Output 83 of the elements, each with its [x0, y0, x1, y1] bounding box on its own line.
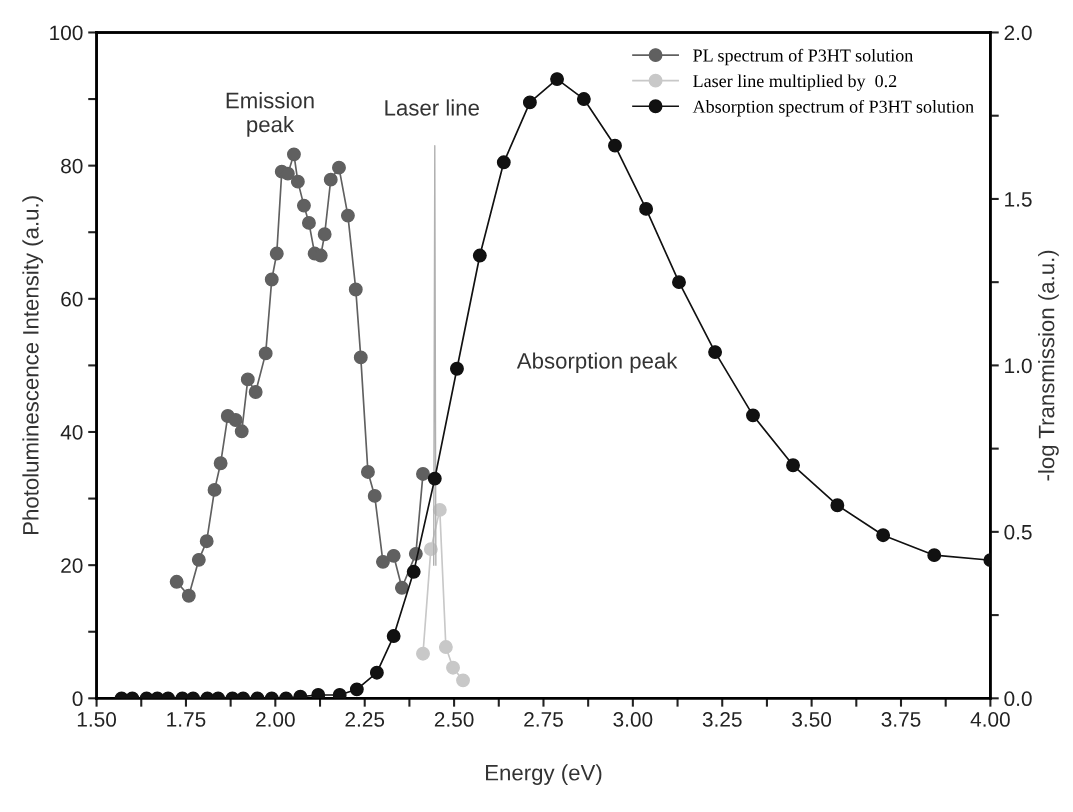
- y2-tick-label: 1.5: [1005, 192, 1032, 207]
- point: [199, 534, 214, 549]
- x-tick-label: 2.50: [434, 712, 474, 727]
- point: [181, 588, 196, 603]
- x-tick-label: 2.25: [345, 712, 385, 727]
- point: [269, 246, 284, 261]
- y-tick-label: 100: [50, 25, 83, 41]
- point: [708, 345, 723, 360]
- point: [394, 580, 409, 595]
- point: [550, 72, 565, 87]
- x-tick-label: 3.50: [792, 712, 832, 727]
- x-axis-title: Energy (eV): [486, 764, 602, 785]
- point: [290, 174, 305, 189]
- point: [332, 688, 347, 699]
- point: [386, 548, 401, 563]
- y2-tick-label: 0.0: [1004, 691, 1032, 707]
- point: [522, 95, 537, 110]
- point: [496, 155, 511, 170]
- point: [240, 372, 255, 387]
- point: [450, 361, 464, 376]
- annotation: Absorption peak: [516, 352, 678, 374]
- point: [438, 640, 453, 654]
- point: [406, 564, 421, 579]
- point: [248, 385, 263, 399]
- legend-label: Laser line multiplied by 0.2: [693, 74, 897, 91]
- y-tick-label: 0: [72, 691, 83, 707]
- point: [830, 498, 845, 513]
- point: [416, 466, 430, 481]
- point: [672, 275, 686, 290]
- point: [317, 227, 332, 242]
- point: [280, 166, 295, 181]
- point: [207, 482, 222, 497]
- legend-label: Absorption spectrum of P3HT solution: [692, 99, 974, 117]
- y2-tick-label: 2.0: [1004, 25, 1032, 41]
- point: [228, 413, 243, 427]
- point: [746, 408, 760, 423]
- y-axis-title: Photoluminescence Intensity (a.u.): [22, 196, 44, 535]
- x-tick-label: 1.75: [167, 712, 206, 727]
- point: [367, 488, 382, 503]
- point: [311, 688, 326, 699]
- point: [472, 248, 487, 263]
- point: [416, 646, 430, 661]
- point: [301, 215, 316, 230]
- point: [191, 552, 206, 567]
- point: [456, 673, 470, 688]
- x-tick-label: 2.00: [256, 712, 295, 727]
- x-tick-label: 3.75: [881, 712, 921, 727]
- legend-label: PL spectrum of P3HT solution: [693, 48, 913, 66]
- annotation: Emission peak: [226, 92, 314, 137]
- y2-axis-title: -log Transmission (a.u.): [1038, 250, 1059, 481]
- y-tick-label: 20: [61, 558, 83, 573]
- x-tick-label: 1.50: [77, 712, 117, 727]
- point: [234, 424, 249, 439]
- point: [786, 458, 800, 473]
- point: [264, 272, 279, 287]
- y2-tick-label: 0.5: [1004, 524, 1032, 540]
- point: [213, 456, 228, 471]
- point: [376, 554, 390, 569]
- point: [608, 138, 622, 153]
- point: [258, 346, 273, 361]
- annotation: Laser line: [385, 99, 479, 116]
- point: [353, 350, 368, 365]
- y-tick-label: 40: [60, 424, 83, 440]
- point: [296, 198, 311, 213]
- point: [639, 201, 654, 216]
- point: [576, 92, 591, 107]
- point: [348, 282, 363, 297]
- point: [446, 660, 460, 675]
- x-tick-label: 3.00: [613, 712, 653, 727]
- y-tick-label: 80: [61, 158, 83, 174]
- x-tick-label: 3.25: [702, 712, 742, 727]
- point: [427, 471, 442, 486]
- x-tick-label: 4.00: [970, 712, 1010, 727]
- point: [360, 464, 375, 479]
- x-tick-label: 2.75: [524, 712, 563, 727]
- point: [332, 160, 346, 175]
- y2-tick-label: 1.0: [1005, 358, 1032, 374]
- y-tick-label: 60: [61, 291, 83, 307]
- point: [340, 208, 355, 223]
- point: [286, 147, 301, 162]
- point: [313, 248, 328, 263]
- point: [169, 574, 184, 589]
- point: [323, 172, 338, 187]
